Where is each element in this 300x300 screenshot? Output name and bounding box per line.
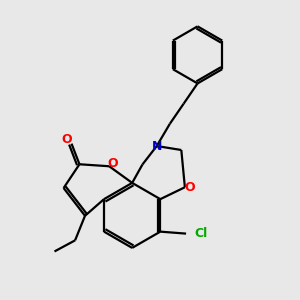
Text: O: O [184, 181, 195, 194]
Text: N: N [152, 140, 162, 152]
Text: O: O [108, 157, 118, 169]
Text: O: O [61, 133, 72, 146]
Text: Cl: Cl [194, 227, 207, 240]
